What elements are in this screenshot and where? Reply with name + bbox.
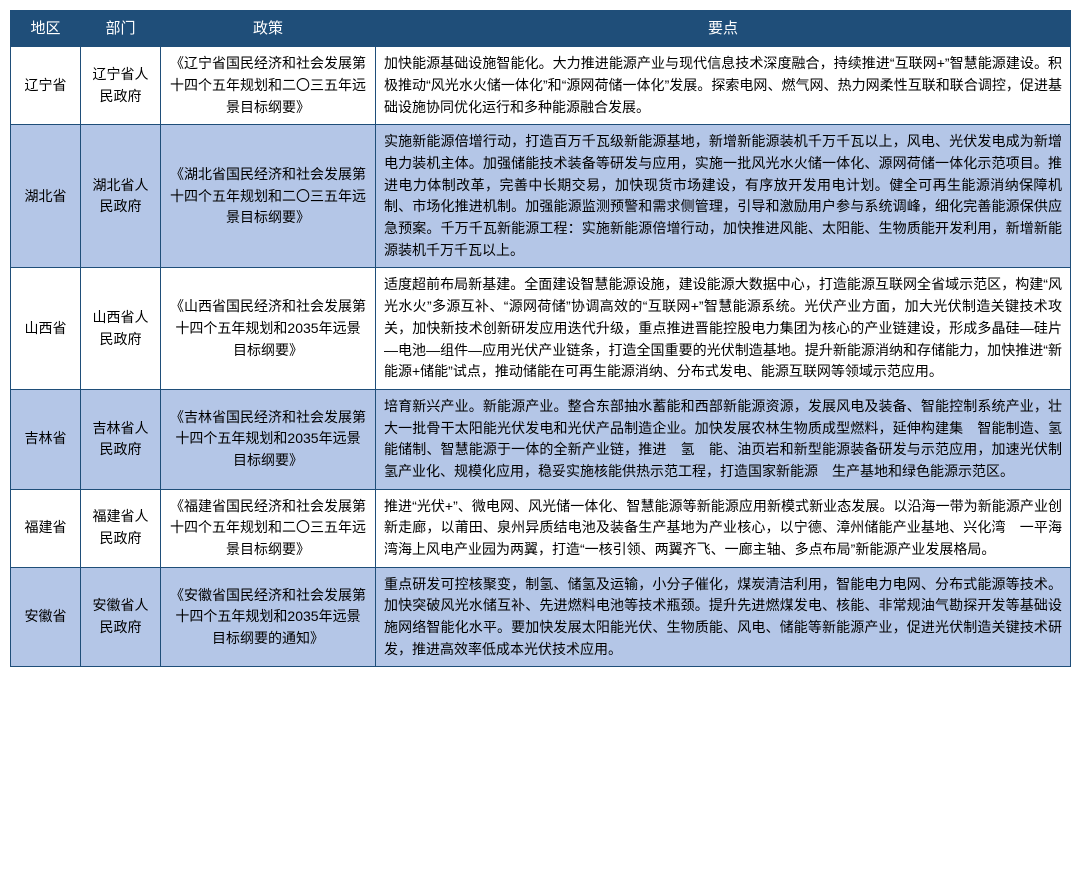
cell-dept: 辽宁省人民政府: [81, 47, 161, 125]
table-row: 福建省福建省人民政府《福建省国民经济和社会发展第十四个五年规划和二〇三五年远景目…: [11, 489, 1071, 567]
policy-table: 地区 部门 政策 要点 辽宁省辽宁省人民政府《辽宁省国民经济和社会发展第十四个五…: [10, 10, 1071, 667]
cell-points: 适度超前布局新基建。全面建设智慧能源设施，建设能源大数据中心，打造能源互联网全省…: [376, 268, 1071, 389]
cell-dept: 安徽省人民政府: [81, 567, 161, 667]
cell-points: 培育新兴产业。新能源产业。整合东部抽水蓄能和西部新能源资源，发展风电及装备、智能…: [376, 389, 1071, 489]
cell-dept: 山西省人民政府: [81, 268, 161, 389]
cell-points: 重点研发可控核聚变，制氢、储氢及运输，小分子催化，煤炭清洁利用，智能电力电网、分…: [376, 567, 1071, 667]
col-header-points: 要点: [376, 11, 1071, 47]
cell-region: 山西省: [11, 268, 81, 389]
table-body: 辽宁省辽宁省人民政府《辽宁省国民经济和社会发展第十四个五年规划和二〇三五年远景目…: [11, 47, 1071, 667]
cell-policy: 《山西省国民经济和社会发展第十四个五年规划和2035年远景目标纲要》: [161, 268, 376, 389]
table-row: 吉林省吉林省人民政府《吉林省国民经济和社会发展第十四个五年规划和2035年远景目…: [11, 389, 1071, 489]
cell-dept: 吉林省人民政府: [81, 389, 161, 489]
table-row: 辽宁省辽宁省人民政府《辽宁省国民经济和社会发展第十四个五年规划和二〇三五年远景目…: [11, 47, 1071, 125]
cell-region: 安徽省: [11, 567, 81, 667]
cell-points: 实施新能源倍增行动，打造百万千瓦级新能源基地，新增新能源装机千万千瓦以上，风电、…: [376, 125, 1071, 268]
col-header-region: 地区: [11, 11, 81, 47]
cell-region: 福建省: [11, 489, 81, 567]
col-header-policy: 政策: [161, 11, 376, 47]
cell-policy: 《福建省国民经济和社会发展第十四个五年规划和二〇三五年远景目标纲要》: [161, 489, 376, 567]
cell-policy: 《吉林省国民经济和社会发展第十四个五年规划和2035年远景目标纲要》: [161, 389, 376, 489]
cell-region: 吉林省: [11, 389, 81, 489]
cell-region: 湖北省: [11, 125, 81, 268]
policy-table-container: 地区 部门 政策 要点 辽宁省辽宁省人民政府《辽宁省国民经济和社会发展第十四个五…: [10, 10, 1070, 667]
cell-dept: 福建省人民政府: [81, 489, 161, 567]
cell-policy: 《安徽省国民经济和社会发展第十四个五年规划和2035年远景目标纲要的通知》: [161, 567, 376, 667]
table-row: 安徽省安徽省人民政府《安徽省国民经济和社会发展第十四个五年规划和2035年远景目…: [11, 567, 1071, 667]
cell-region: 辽宁省: [11, 47, 81, 125]
table-row: 山西省山西省人民政府《山西省国民经济和社会发展第十四个五年规划和2035年远景目…: [11, 268, 1071, 389]
col-header-dept: 部门: [81, 11, 161, 47]
cell-points: 加快能源基础设施智能化。大力推进能源产业与现代信息技术深度融合，持续推进“互联网…: [376, 47, 1071, 125]
table-row: 湖北省湖北省人民政府《湖北省国民经济和社会发展第十四个五年规划和二〇三五年远景目…: [11, 125, 1071, 268]
table-header: 地区 部门 政策 要点: [11, 11, 1071, 47]
cell-dept: 湖北省人民政府: [81, 125, 161, 268]
cell-policy: 《辽宁省国民经济和社会发展第十四个五年规划和二〇三五年远景目标纲要》: [161, 47, 376, 125]
cell-policy: 《湖北省国民经济和社会发展第十四个五年规划和二〇三五年远景目标纲要》: [161, 125, 376, 268]
cell-points: 推进“光伏+”、微电网、风光储一体化、智慧能源等新能源应用新模式新业态发展。以沿…: [376, 489, 1071, 567]
